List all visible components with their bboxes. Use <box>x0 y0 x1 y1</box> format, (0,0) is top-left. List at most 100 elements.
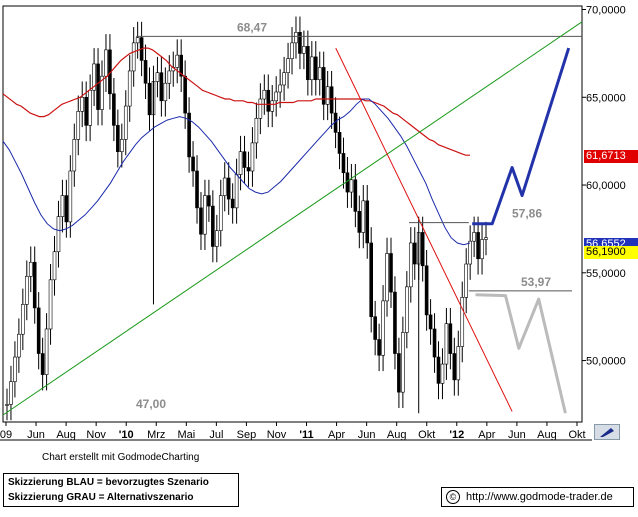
level-label-3: 47,00 <box>136 397 166 411</box>
source-url[interactable]: http://www.godmode-trader.de <box>466 491 613 503</box>
price-body-64 <box>258 98 263 119</box>
y-tick-label-0: 70,0000 <box>586 5 626 17</box>
moving-average-fast <box>2 98 471 246</box>
drawing-tool-button[interactable] <box>594 424 620 440</box>
level-label-2: 53,97 <box>521 275 551 289</box>
price-body-44 <box>179 54 183 77</box>
x-tick-label-3: Nov <box>86 429 106 441</box>
price-body-106 <box>424 265 429 316</box>
price-body-9 <box>40 353 45 375</box>
price-body-86 <box>345 172 350 193</box>
x-tick-label-12: Jun <box>358 429 376 441</box>
price-body-96 <box>385 253 389 302</box>
price-body-114 <box>456 346 461 381</box>
scenario-blue <box>472 47 571 226</box>
price-body-67 <box>270 100 275 112</box>
x-tick-label-8: Sep <box>237 429 257 441</box>
price-body-62 <box>250 142 255 172</box>
x-tick-label-15: '12 <box>449 429 464 441</box>
price-body-61 <box>246 167 251 172</box>
value-badge-0: 61,6713 <box>584 149 638 163</box>
price-body-116 <box>464 263 469 298</box>
price-body-66 <box>266 89 271 112</box>
price-body-6 <box>28 261 33 277</box>
x-tick-label-4: '10 <box>119 429 134 441</box>
price-body-50 <box>203 195 207 235</box>
price-body-94 <box>377 339 381 356</box>
price-body-73 <box>294 32 298 44</box>
price-body-92 <box>369 242 373 317</box>
x-tick-label-2: Aug <box>56 429 76 441</box>
level-label-0: 68,47 <box>237 20 267 34</box>
price-body-80 <box>321 67 326 105</box>
price-body-98 <box>393 291 397 354</box>
price-body-20 <box>84 96 88 126</box>
price-body-18 <box>76 111 81 140</box>
x-tick-label-0: 09 <box>0 429 12 441</box>
price-body-68 <box>274 91 278 102</box>
price-body-100 <box>401 332 405 393</box>
price-body-119 <box>476 232 480 260</box>
y-tick-label-3: 55,0000 <box>586 268 626 280</box>
price-body-107 <box>428 314 433 330</box>
price-body-39 <box>159 72 164 102</box>
price-body-93 <box>373 316 377 340</box>
price-body-97 <box>389 253 393 293</box>
price-body-51 <box>207 195 211 207</box>
price-body-111 <box>444 323 449 365</box>
price-body-31 <box>127 70 132 107</box>
price-body-89 <box>357 211 362 233</box>
price-body-14 <box>60 195 65 217</box>
price-body-40 <box>163 82 168 102</box>
price-body-25 <box>104 49 108 77</box>
source-link[interactable]: © http://www.godmode-trader.de <box>441 487 634 507</box>
price-body-113 <box>452 353 457 381</box>
price-body-65 <box>262 89 267 100</box>
price-body-120 <box>480 239 484 260</box>
x-tick-label-10: '11 <box>299 429 313 441</box>
price-body-55 <box>222 177 227 196</box>
price-body-56 <box>226 177 231 200</box>
price-body-28 <box>116 125 120 152</box>
price-body-13 <box>56 216 61 253</box>
x-tick-label-16: Apr <box>478 429 495 441</box>
price-body-2 <box>13 356 17 382</box>
y-axis: 70,0000 65,0000 60,0000 55,0000 50,0000 <box>582 5 626 368</box>
x-tick-label-5: Mrz <box>147 429 165 441</box>
price-body-105 <box>420 232 425 267</box>
x-tick-label-1: Jun <box>27 429 45 441</box>
x-axis: 09 Jun Aug Nov '10 Mrz Mai Jul Sep Nov '11 Apr Jun Au… <box>0 422 586 441</box>
price-body-24 <box>100 75 104 110</box>
price-body-75 <box>302 46 306 54</box>
price-body-45 <box>183 75 187 114</box>
price-body-103 <box>412 242 417 265</box>
legend-line-gray: Skizzierung GRAU = Alternativszenario <box>8 492 194 503</box>
price-body-12 <box>52 251 57 281</box>
pencil-icon <box>600 428 614 437</box>
price-body-1 <box>9 381 13 405</box>
price-body-41 <box>167 70 172 84</box>
price-body-118 <box>472 232 476 242</box>
price-body-74 <box>298 32 302 54</box>
price-body-82 <box>329 86 334 114</box>
price-body-48 <box>195 170 199 209</box>
price-body-95 <box>381 300 385 356</box>
x-tick-label-18: Aug <box>537 429 557 441</box>
moving-average-slow <box>2 47 470 156</box>
price-body-30 <box>123 105 128 140</box>
price-body-33 <box>135 37 140 44</box>
price-body-8 <box>36 307 41 354</box>
trendline-uptrend <box>2 21 583 416</box>
price-body-77 <box>310 56 314 81</box>
price-body-0 <box>5 404 9 406</box>
price-body-19 <box>80 96 85 112</box>
price-body-11 <box>48 279 53 330</box>
price-body-85 <box>341 153 346 174</box>
price-body-110 <box>440 363 445 384</box>
y-tick-label-2: 60,0000 <box>586 180 626 192</box>
price-body-102 <box>408 242 413 288</box>
trendline-downtrend <box>335 47 513 412</box>
price-body-112 <box>448 323 453 354</box>
price-body-58 <box>234 174 239 209</box>
price-body-108 <box>432 328 437 358</box>
